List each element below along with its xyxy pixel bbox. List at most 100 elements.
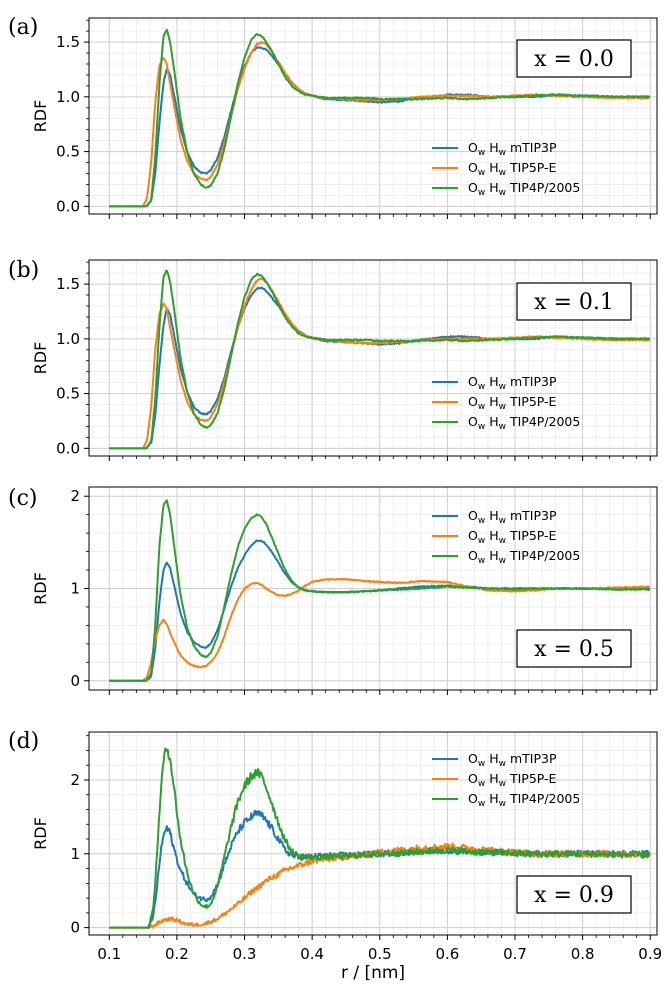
legend-subscript: w (499, 536, 506, 546)
y-tick-label: 0.5 (56, 385, 80, 403)
legend-entry: Ow Hw TIP5P-E (468, 528, 557, 546)
y-tick-label: 1.0 (56, 330, 80, 348)
legend-label: O (468, 414, 478, 429)
x-tick-label: 0.7 (503, 945, 527, 963)
legend-entry: Ow Hw TIP4P/2005 (468, 548, 580, 566)
legend-label: mTIP3P (510, 374, 557, 389)
legend-label: H (489, 140, 498, 155)
legend-subscript: w (478, 422, 485, 432)
x-value-label: x = 0.1 (534, 290, 614, 315)
legend-label: H (489, 548, 498, 563)
x-value-label: x = 0.5 (534, 637, 614, 662)
legend-label: O (468, 548, 478, 563)
legend-label: O (468, 140, 478, 155)
y-axis-label: RDF (31, 817, 50, 850)
legend-subscript: w (499, 422, 506, 432)
legend-entry: Ow Hw mTIP3P (468, 751, 557, 769)
y-tick-label: 0.5 (56, 143, 80, 161)
legend-label: O (468, 374, 478, 389)
x-value-box (516, 629, 632, 668)
y-axis-label: RDF (31, 572, 50, 605)
axes-frame (88, 259, 658, 457)
panel-letter: (a) (8, 15, 38, 40)
y-tick-label: 0 (70, 672, 80, 690)
y-tick-label: 0 (70, 919, 80, 937)
legend-label: O (468, 791, 478, 806)
legend-subscript: w (499, 188, 506, 198)
legend-label: H (489, 771, 498, 786)
legend-label: H (489, 751, 498, 766)
legend-label: H (489, 160, 498, 175)
legend-label: TIP4P/2005 (509, 791, 580, 806)
legend-label: H (489, 508, 498, 523)
legend-subscript: w (478, 168, 485, 178)
x-tick-label: 0.6 (435, 945, 459, 963)
x-value-box (516, 282, 632, 321)
x-value-label: x = 0.9 (534, 883, 614, 908)
legend-entry: Ow Hw mTIP3P (468, 508, 557, 526)
series-line-2 (109, 277, 650, 450)
legend-label: O (468, 771, 478, 786)
legend-label: TIP5P-E (509, 528, 557, 543)
panel-letter: (b) (8, 258, 39, 283)
series-line-3 (109, 28, 651, 208)
x-tick-label: 0.9 (638, 945, 662, 963)
series-line-3 (109, 747, 651, 929)
legend-subscript: w (499, 382, 506, 392)
legend-label: O (468, 528, 478, 543)
legend-label: TIP4P/2005 (509, 414, 580, 429)
y-tick-label: 0.0 (56, 439, 80, 457)
legend-subscript: w (499, 402, 506, 412)
y-tick-label: 1.0 (56, 88, 80, 106)
legend-label: TIP5P-E (509, 771, 557, 786)
legend-label: H (489, 374, 498, 389)
legend-subscript: w (478, 516, 485, 526)
legend-label: mTIP3P (510, 140, 557, 155)
panel-letter: (d) (8, 729, 39, 754)
legend-label: TIP4P/2005 (509, 180, 580, 195)
legend-entry: Ow Hw TIP4P/2005 (468, 791, 580, 809)
legend-label: O (468, 508, 478, 523)
x-axis-label: r / [nm] (341, 963, 405, 983)
panel-letter: (c) (8, 486, 38, 511)
y-tick-label: 1 (70, 580, 80, 598)
legend-subscript: w (499, 556, 506, 566)
axes-frame (88, 731, 658, 936)
legend-label: O (468, 394, 478, 409)
y-tick-label: 1.5 (56, 275, 80, 293)
legend-entry: Ow Hw TIP4P/2005 (468, 414, 580, 432)
legend-label: TIP5P-E (509, 394, 557, 409)
x-value-label: x = 0.0 (534, 47, 614, 72)
legend-label: H (489, 791, 498, 806)
legend-entry: Ow Hw mTIP3P (468, 374, 557, 392)
legend-label: H (489, 414, 498, 429)
legend-subscript: w (478, 148, 485, 158)
legend-label: TIP4P/2005 (509, 548, 580, 563)
legend-label: H (489, 528, 498, 543)
legend-label: mTIP3P (510, 751, 557, 766)
legend-entry: Ow Hw TIP5P-E (468, 771, 557, 789)
legend-entry: Ow Hw TIP4P/2005 (468, 180, 580, 198)
legend-subscript: w (478, 382, 485, 392)
panel-d: 0.1 0.2 0.3 0.4 0.5 0.6 0.7 0.8 0.9 0 1 2 RDF (d) x = … (8, 729, 662, 963)
y-tick-label: 1 (70, 845, 80, 863)
legend-label: O (468, 180, 478, 195)
legend-subscript: w (478, 759, 485, 769)
legend-entry: Ow Hw TIP5P-E (468, 394, 557, 412)
legend-subscript: w (499, 799, 506, 809)
y-tick-label: 2 (70, 771, 80, 789)
legend-subscript: w (478, 799, 485, 809)
y-tick-label: 1.5 (56, 33, 80, 51)
x-tick-label: 0.3 (233, 945, 257, 963)
legend-label: H (489, 180, 498, 195)
x-tick-label: 0.1 (97, 945, 121, 963)
x-tick-label: 0.2 (165, 945, 189, 963)
legend-subscript: w (478, 402, 485, 412)
legend-subscript: w (478, 188, 485, 198)
